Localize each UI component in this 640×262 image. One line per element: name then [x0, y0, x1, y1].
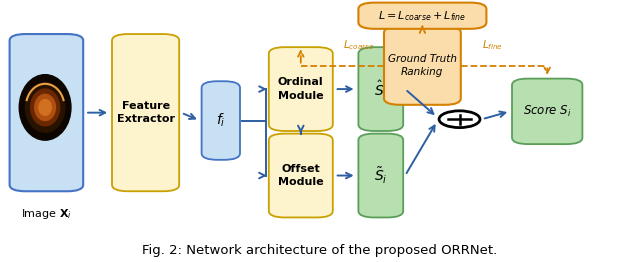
FancyBboxPatch shape [202, 81, 240, 160]
Text: Ground Truth
Ranking: Ground Truth Ranking [388, 54, 457, 77]
Text: Ordinal
Module: Ordinal Module [278, 78, 324, 101]
Text: Feature
Extractor: Feature Extractor [116, 101, 175, 124]
FancyBboxPatch shape [269, 134, 333, 217]
FancyBboxPatch shape [269, 47, 333, 131]
Text: Score $S_i$: Score $S_i$ [523, 104, 572, 119]
Text: $L_{fine}$: $L_{fine}$ [483, 39, 503, 52]
Text: $\tilde{S}_i$: $\tilde{S}_i$ [374, 166, 388, 185]
Text: $L_{coarse}$: $L_{coarse}$ [342, 39, 374, 52]
FancyBboxPatch shape [10, 34, 83, 191]
FancyBboxPatch shape [358, 134, 403, 217]
FancyBboxPatch shape [358, 47, 403, 131]
Text: Fig. 2: Network architecture of the proposed ORRNet.: Fig. 2: Network architecture of the prop… [142, 244, 498, 257]
Text: $L = L_{coarse} + L_{fine}$: $L = L_{coarse} + L_{fine}$ [378, 9, 467, 23]
FancyBboxPatch shape [512, 79, 582, 144]
FancyBboxPatch shape [384, 26, 461, 105]
FancyBboxPatch shape [358, 3, 486, 29]
Text: Image $\mathbf{X}_i$: Image $\mathbf{X}_i$ [21, 207, 72, 221]
Circle shape [439, 111, 480, 128]
Text: Offset
Module: Offset Module [278, 164, 324, 187]
FancyBboxPatch shape [112, 34, 179, 191]
Text: $\hat{S}_i$: $\hat{S}_i$ [374, 78, 388, 100]
Text: $f_i$: $f_i$ [216, 112, 225, 129]
